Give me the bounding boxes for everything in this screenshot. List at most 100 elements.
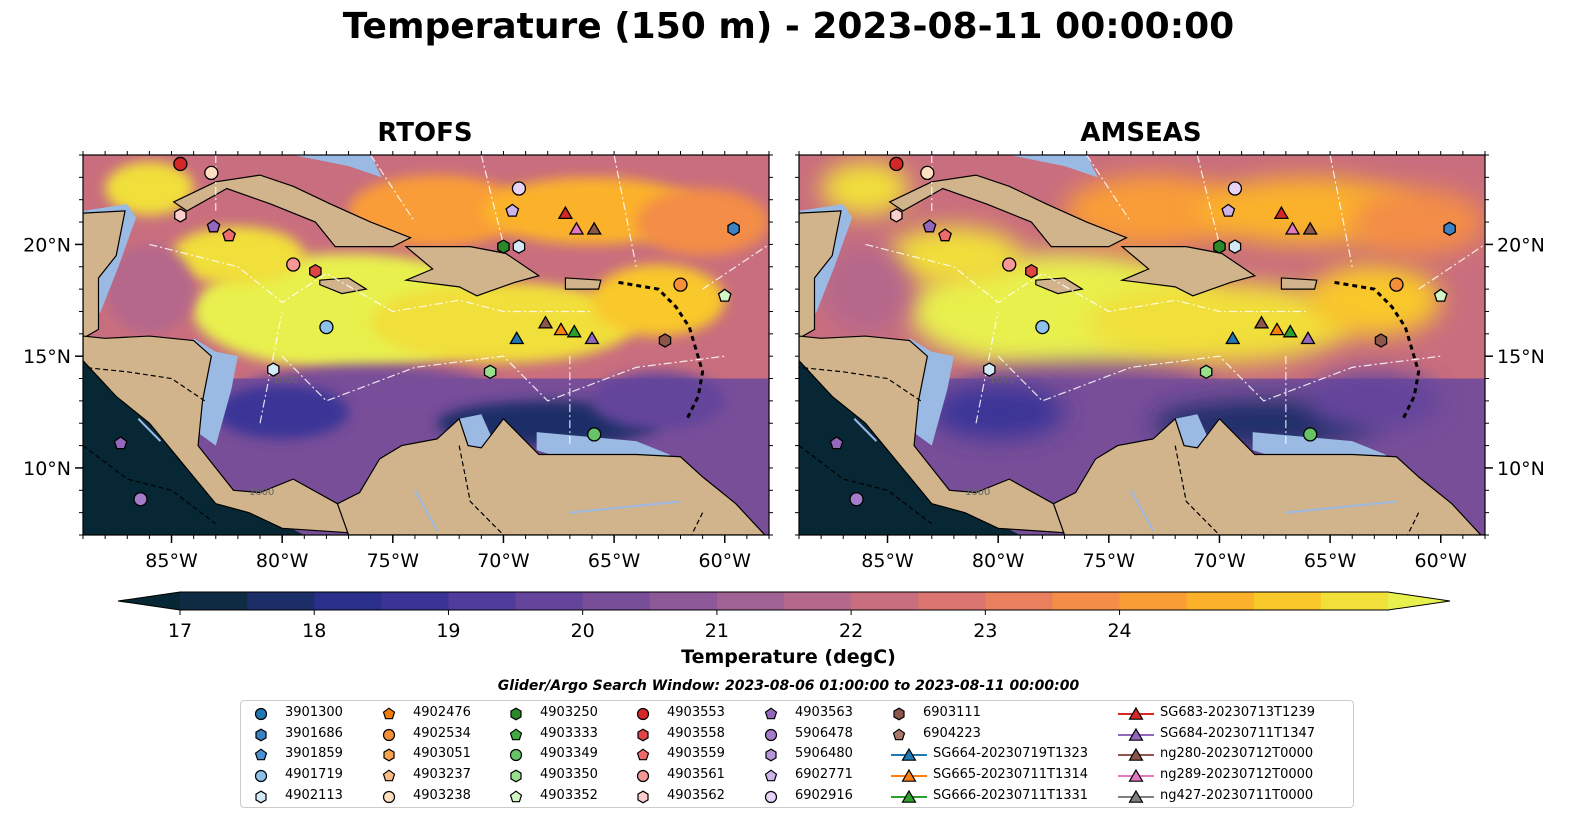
country-border: [458, 445, 504, 535]
marker-4903352: [717, 288, 732, 302]
marker-SG666-20230711T1331: [1282, 324, 1298, 338]
marker-SG664-20230719T1323: [509, 330, 525, 345]
lon-tick-label: 80°W: [256, 550, 309, 572]
land-yucatan: [83, 210, 126, 339]
lon-tick-label: 70°W: [477, 550, 530, 572]
colorbar-segment: [448, 592, 517, 610]
marker-4902534: [673, 277, 688, 292]
legend-label: SG664-20230719T1323: [933, 746, 1089, 762]
land-puertorico: [564, 277, 602, 290]
colorbar-segment: [784, 592, 852, 610]
lat-tick-label: 20°N: [1497, 234, 1545, 256]
colorbar-segment: [247, 592, 315, 610]
legend-label: SG684-20230711T1347: [1160, 725, 1316, 741]
legend-label: 4902113: [285, 787, 343, 803]
temperature-blob: [105, 244, 194, 334]
temperature-blob: [591, 371, 725, 430]
colorbar-segment: [1119, 592, 1188, 610]
temperature-blob: [105, 161, 194, 216]
eez-boundary: [1196, 155, 1221, 245]
lat-tick-label: 15°N: [23, 346, 71, 368]
legend-marker: [510, 769, 522, 783]
continental-shelf: [293, 155, 382, 178]
legend-label: 4902476: [413, 705, 471, 720]
marker-6902771: [1221, 203, 1236, 217]
country-border: [799, 366, 922, 402]
marker-ng289-20230712T0000: [568, 221, 585, 235]
pacific-ocean: [799, 360, 1021, 535]
legend-marker: [892, 728, 906, 740]
map-panel-amseas: 1000 1000 85°W 80°W 75°W 70°W 65°W 60°W 20°N 15°N…: [795, 151, 1545, 572]
legend-marker: [1118, 748, 1154, 762]
eez-boundary: [281, 355, 725, 402]
lon-tick-label: 65°W: [588, 550, 641, 572]
legend-label: 6903111: [923, 705, 981, 720]
legend-marker: [636, 707, 650, 721]
eez-boundary: [975, 311, 999, 424]
colorbar-segment: [1186, 592, 1255, 610]
marker-4903553: [889, 156, 904, 172]
map-frame: [798, 154, 1486, 536]
land-central: [83, 335, 350, 534]
legend-marker: [382, 707, 396, 720]
land-jamaica: [319, 277, 368, 295]
marker-ng280-20230712T0000: [586, 221, 602, 235]
marker-4903250: [497, 239, 510, 254]
legend-marker: [893, 707, 905, 721]
river: [1130, 489, 1154, 532]
marker-4902113: [983, 362, 996, 377]
marker-4903352: [1433, 288, 1448, 302]
legend-label: 4901719: [285, 767, 343, 783]
legend-marker: [891, 768, 927, 782]
land-puertorico: [1280, 277, 1318, 290]
contour-label: 1000: [249, 487, 274, 498]
eez-boundary: [1418, 243, 1485, 290]
legend-label: 4903561: [667, 767, 725, 783]
temperature-blob: [215, 385, 349, 439]
temperature-blob: [591, 264, 725, 337]
temperature-blob: [1307, 371, 1441, 430]
lat-tick-label: 10°N: [1497, 458, 1545, 480]
legend-marker: [765, 748, 777, 762]
lon-tick-label: 85°W: [861, 550, 914, 572]
marker-4901719: [319, 319, 334, 335]
chart-title: Temperature (150 m) - 2023-08-11 00:00:0…: [342, 6, 1235, 47]
country-border: [1407, 512, 1420, 535]
marker-5906478: [849, 492, 864, 507]
eez-boundary: [1329, 155, 1353, 267]
marker-4902113: [512, 239, 526, 254]
map-panel-rtofs: 1000 1000 85°W 80°W 75°W 70°W 65°W 60°W 20°N 15°N…: [23, 151, 773, 572]
legend-label: 4903237: [413, 767, 471, 783]
legend-label: 6904223: [923, 725, 981, 741]
land-hispaniola: [403, 246, 541, 297]
legend-marker: [636, 769, 650, 783]
lon-tick-label: 60°W: [1415, 550, 1468, 572]
temperature-blob: [370, 282, 637, 363]
legend-label: ng427-20230711T0000: [1160, 787, 1314, 803]
legend-marker: [764, 728, 778, 741]
marker-4903558: [309, 263, 322, 279]
legend-marker: [1118, 768, 1154, 782]
marker-SG665-20230711T1314: [1269, 322, 1285, 336]
legend-label: 4903562: [667, 787, 725, 803]
legend-label: 4903349: [540, 746, 598, 762]
marker-ng280-20230712T0000: [537, 315, 554, 329]
marker-4903238: [920, 165, 935, 181]
river: [137, 418, 162, 442]
marker-4903563: [922, 219, 937, 233]
marker-6903111: [1374, 333, 1388, 348]
marker-4903561: [286, 257, 301, 272]
marker-4903562: [890, 208, 903, 223]
legend-label: ng289-20230712T0000: [1160, 767, 1314, 783]
temperature-blob: [1086, 282, 1353, 363]
marker-6902916: [511, 181, 527, 196]
legend-marker: [1118, 727, 1154, 741]
lat-tick-label: 20°N: [23, 234, 71, 256]
legend-label: 4903563: [795, 705, 853, 720]
land-southamerica: [1052, 417, 1485, 535]
map-frame: [82, 154, 770, 536]
marker-4903238: [204, 165, 219, 181]
marker-4903561: [1002, 257, 1017, 272]
eez-boundary: [865, 243, 1308, 313]
colorbar-segment: [649, 592, 718, 610]
